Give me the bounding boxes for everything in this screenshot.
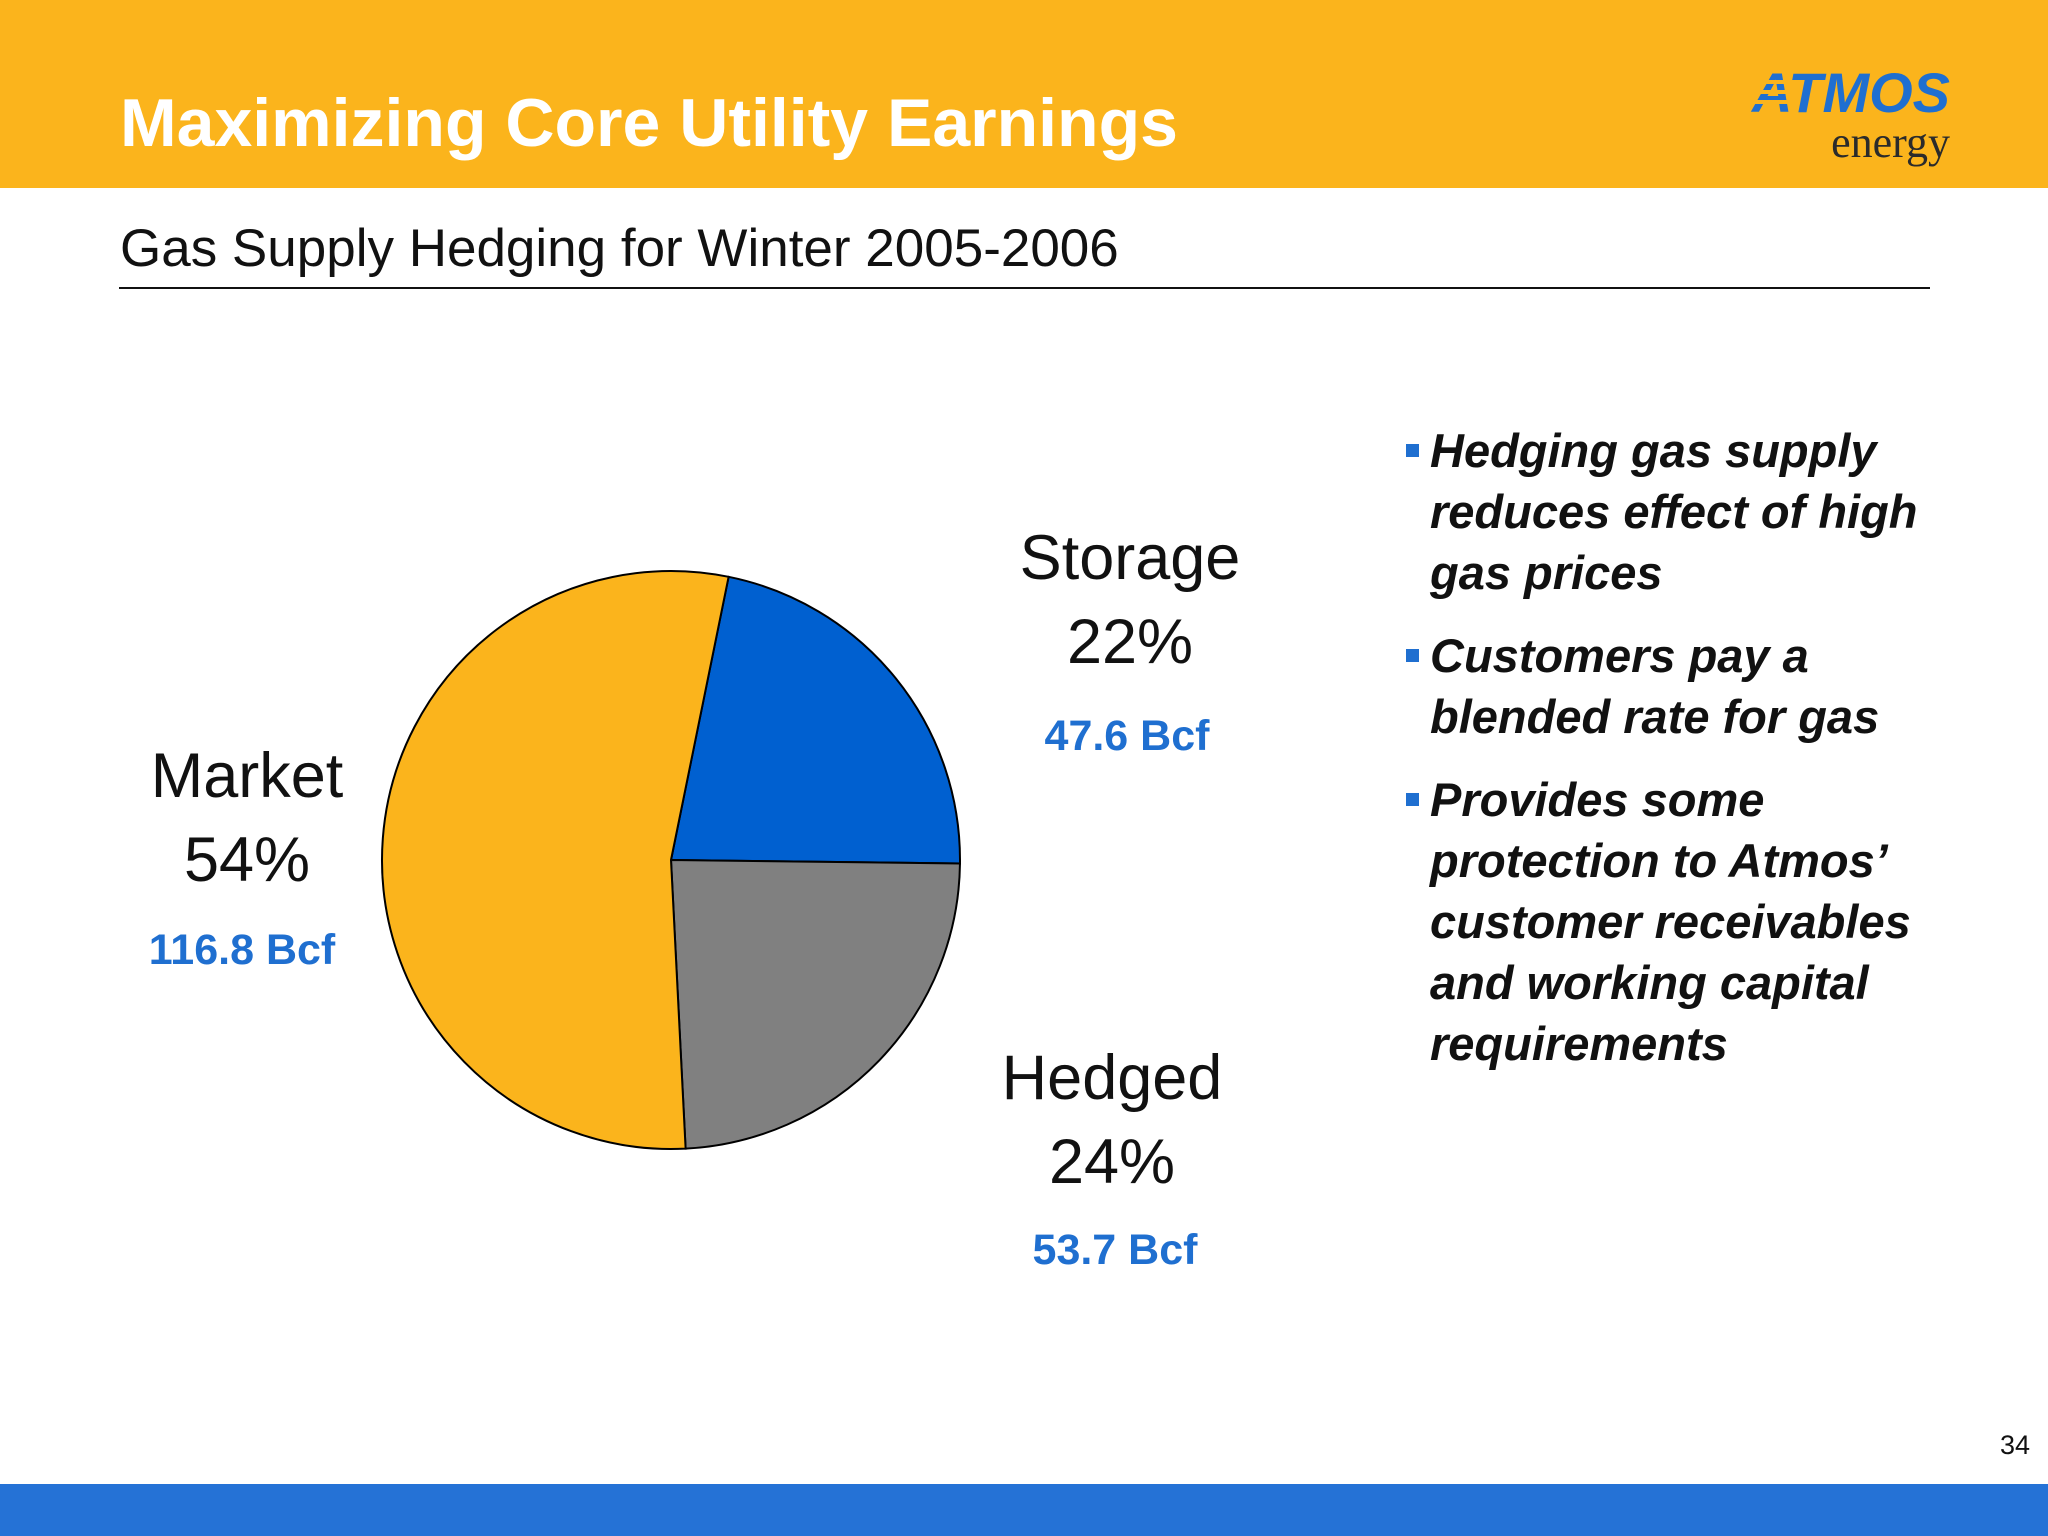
bullet-square-icon — [1406, 444, 1419, 457]
bullet-list: Hedging gas supply reduces effect of hig… — [1404, 420, 1964, 1096]
pie-slice-storage — [669, 575, 961, 865]
pie-slice-market — [381, 570, 730, 1150]
bullet-square-icon — [1406, 793, 1419, 806]
header-bar: Maximizing Core Utility Earnings ATMOS e… — [0, 0, 2048, 188]
bullet-text: Hedging gas supply reduces effect of hig… — [1430, 424, 1918, 599]
slice-label-market-percent: 54% — [183, 825, 311, 895]
page-number: 34 — [1999, 1430, 2030, 1460]
bullet-square-icon — [1406, 649, 1419, 662]
slice-label-market-name: Market — [150, 741, 344, 811]
slice-label-storage-percent: 22% — [1066, 607, 1194, 677]
slide-subtitle: Gas Supply Hedging for Winter 2005-2006 — [120, 219, 1119, 278]
pie-slice-hedged — [669, 858, 961, 1150]
bullet-text: Customers pay a blended rate for gas — [1430, 629, 1880, 743]
slice-label-market-volume: 116.8 Bcf — [148, 926, 336, 974]
pie-chart: Storage 22% 47.6 Bcf Hedged 24% 53.7 Bcf… — [0, 300, 1340, 1340]
subtitle-rule — [119, 287, 1930, 289]
bullet-item: Provides some protection to Atmos’ custo… — [1404, 769, 1964, 1074]
slice-label-storage-volume: 47.6 Bcf — [1044, 712, 1210, 760]
slice-label-hedged-percent: 24% — [1048, 1127, 1176, 1197]
slice-label-storage-name: Storage — [1019, 523, 1241, 593]
logo-stripes — [1746, 80, 1800, 104]
atmos-energy-logo: ATMOS energy — [1746, 62, 1950, 167]
bullet-item: Customers pay a blended rate for gas — [1404, 625, 1964, 747]
footer-bar — [0, 1484, 2048, 1536]
bullet-text: Provides some protection to Atmos’ custo… — [1430, 773, 1911, 1070]
slice-label-hedged-name: Hedged — [1001, 1043, 1223, 1113]
slice-label-hedged-volume: 53.7 Bcf — [1032, 1226, 1198, 1274]
bullet-item: Hedging gas supply reduces effect of hig… — [1404, 420, 1964, 603]
slide-title: Maximizing Core Utility Earnings — [120, 85, 1178, 161]
pie-chart-svg — [381, 570, 961, 1150]
logo-sub-text: energy — [1831, 118, 1950, 167]
